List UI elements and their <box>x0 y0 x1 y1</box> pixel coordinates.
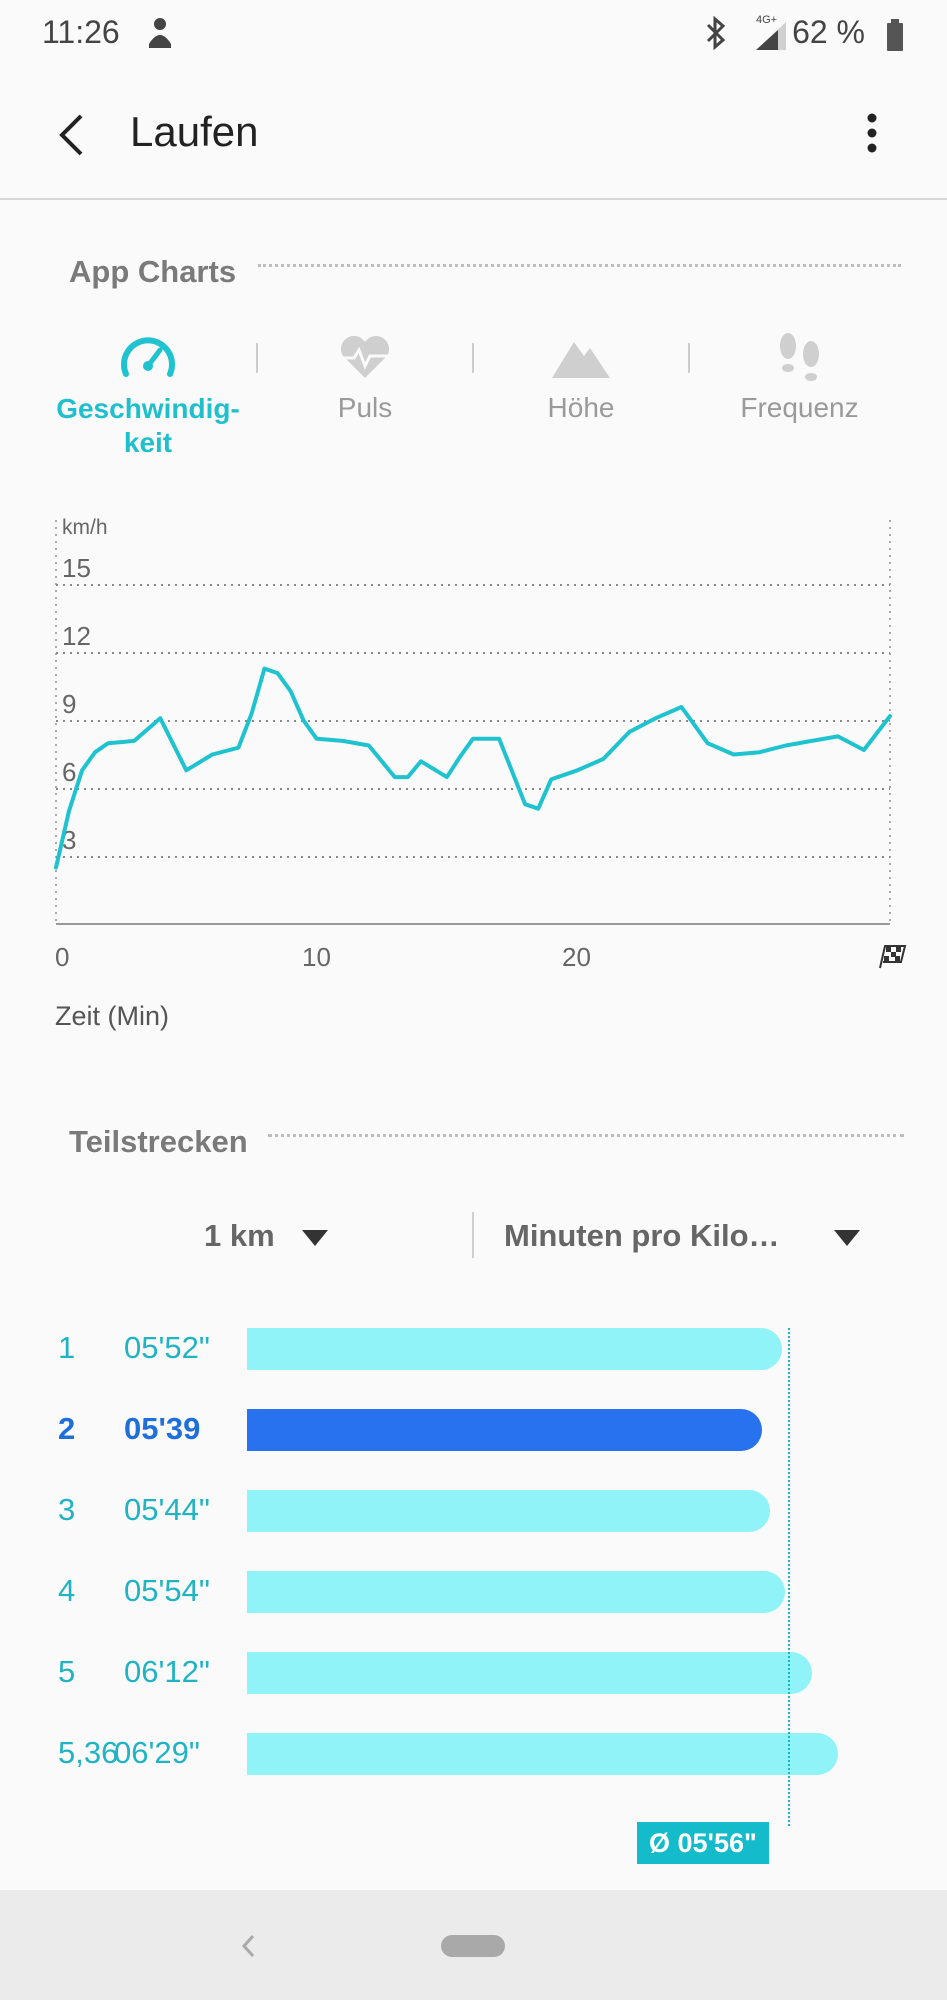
split-number: 3 <box>58 1492 76 1527</box>
split-row: 4 05'54" <box>0 1569 947 1615</box>
tab-speed-label: Geschwindig- keit <box>56 393 240 458</box>
split-row: 2 05'39 <box>0 1407 947 1453</box>
split-number: 5,36 <box>58 1735 119 1770</box>
heart-pulse-icon <box>340 335 390 378</box>
tab-speed[interactable]: Geschwindig- keit <box>40 330 256 460</box>
tab-pulse[interactable]: Puls <box>270 330 460 430</box>
split-number: 1 <box>58 1330 76 1365</box>
speed-series-line <box>54 666 892 870</box>
split-row: 3 05'44" <box>0 1488 947 1534</box>
split-number: 4 <box>58 1573 76 1608</box>
split-bar <box>247 1733 838 1775</box>
tab-pulse-label: Puls <box>337 392 393 423</box>
x-tick-label: 0 <box>55 942 70 972</box>
nav-back-button[interactable] <box>236 1930 260 1962</box>
android-icon <box>143 14 177 50</box>
app-bar-divider <box>0 198 947 200</box>
battery-icon <box>885 18 905 52</box>
more-vert-icon <box>867 113 877 153</box>
tab-separator <box>256 343 258 373</box>
tab-altitude[interactable]: Höhe <box>486 330 676 430</box>
y-axis-unit: km/h <box>62 516 108 539</box>
x-tick-label: 20 <box>562 942 591 972</box>
tab-altitude-label: Höhe <box>547 392 615 423</box>
average-line <box>788 1328 790 1826</box>
split-time: 05'44" <box>124 1492 210 1527</box>
split-bar <box>247 1409 762 1451</box>
split-time: 05'52" <box>124 1330 210 1365</box>
distance-dropdown-label: 1 km <box>204 1218 275 1253</box>
signal-icon <box>752 18 788 52</box>
mountain-icon <box>552 342 610 378</box>
dropdown-separator <box>472 1212 474 1258</box>
chevron-down-icon <box>302 1230 328 1246</box>
y-tick-label: 6 <box>62 757 77 787</box>
split-time: 05'39 <box>124 1411 201 1446</box>
distance-dropdown[interactable]: 1 km <box>190 1210 350 1266</box>
bluetooth-icon <box>703 15 729 51</box>
x-tick-label: 10 <box>302 942 331 972</box>
split-row: 5,36 06'29" <box>0 1731 947 1777</box>
split-time: 05'54" <box>124 1573 210 1608</box>
charts-section-title: App Charts <box>69 254 237 289</box>
x-axis-label: Zeit (Min) <box>55 1001 169 1031</box>
home-pill-button[interactable] <box>441 1935 505 1957</box>
tab-separator <box>472 343 474 373</box>
charts-section-divider <box>258 264 901 267</box>
back-button[interactable] <box>48 108 98 162</box>
split-row: 5 06'12" <box>0 1650 947 1696</box>
splits-section-title: Teilstrecken <box>69 1124 248 1159</box>
metric-dropdown[interactable]: Minuten pro Kilo… <box>496 1210 876 1266</box>
split-row: 1 05'52" <box>0 1326 947 1372</box>
checkered-flag-icon <box>876 942 908 970</box>
nav-back-icon <box>241 1934 255 1958</box>
split-bar <box>247 1490 770 1532</box>
average-badge: Ø 05'56" <box>637 1822 769 1864</box>
split-time: 06'29" <box>114 1735 200 1770</box>
network-label: 4G+ <box>756 14 778 26</box>
arrow-left-icon <box>59 114 83 156</box>
y-tick-label: 12 <box>62 621 91 651</box>
y-tick-label: 15 <box>62 553 91 583</box>
split-bar <box>247 1571 785 1613</box>
overflow-menu-button[interactable] <box>857 108 887 162</box>
metric-dropdown-label: Minuten pro Kilo… <box>504 1218 780 1253</box>
tab-cadence-label: Frequenz <box>740 392 859 423</box>
battery-percent: 62 % <box>792 14 865 50</box>
split-bar <box>247 1652 812 1694</box>
page-title: Laufen <box>130 108 259 155</box>
split-time: 06'12" <box>124 1654 210 1689</box>
chevron-down-icon <box>834 1230 860 1246</box>
split-number: 2 <box>58 1411 76 1446</box>
status-time: 11:26 <box>42 14 120 50</box>
speed-chart <box>54 520 892 925</box>
split-number: 5 <box>58 1654 76 1689</box>
tab-cadence[interactable]: Frequenz <box>702 330 897 430</box>
split-bar <box>247 1328 782 1370</box>
y-tick-label: 9 <box>62 689 77 719</box>
splits-section-divider <box>268 1134 904 1137</box>
speedometer-icon <box>121 337 175 377</box>
tab-separator <box>688 343 690 373</box>
footsteps-icon <box>780 333 819 381</box>
